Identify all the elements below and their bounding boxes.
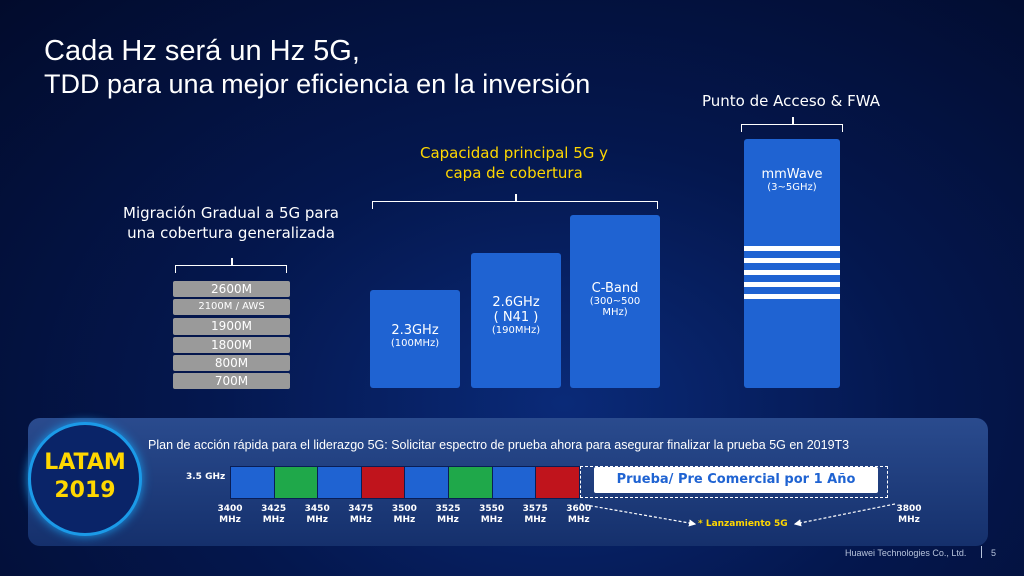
capacity-label-line2: capa de cobertura	[445, 164, 583, 182]
access-point-label: Punto de Acceso & FWA	[702, 92, 880, 110]
band-bar: 2100M / AWS	[173, 299, 290, 315]
freq-unit: MHz	[524, 515, 547, 525]
spectrum-cell	[491, 466, 537, 499]
badge-year: 2019	[54, 478, 116, 503]
mmwave-range: (3~5GHz)	[767, 182, 817, 193]
freq-tick: 3575 MHz	[515, 504, 555, 526]
mmwave-block: mmWave (3~5GHz)	[744, 139, 840, 388]
migration-brace	[175, 258, 287, 273]
freq-unit: MHz	[480, 515, 503, 525]
band-bar: 1800M	[173, 337, 290, 353]
mmwave-stripe	[744, 258, 840, 263]
freq-tick: 3500 MHz	[384, 504, 424, 526]
spectrum-cell	[448, 466, 493, 499]
freq-value: 3425	[261, 504, 287, 514]
footer-page-number: 5	[991, 548, 997, 558]
block-band-id: ( N41 )	[493, 310, 539, 325]
block-freq: C-Band	[591, 281, 639, 296]
freq-value: 3575	[522, 504, 548, 514]
spectrum-cell	[273, 466, 319, 499]
trial-dashed-box	[580, 466, 888, 498]
freq-tick: 3525 MHz	[428, 504, 468, 526]
badge-region: LATAM	[44, 450, 126, 475]
block-freq: 2.6GHz	[492, 295, 540, 310]
freq-value: 3600	[566, 504, 592, 514]
band-block-c-band: C-Band (300~500 MHz)	[570, 215, 660, 388]
spectrum-cell	[360, 466, 406, 499]
band-bar: 800M	[173, 355, 290, 371]
block-freq: 2.3GHz	[391, 323, 439, 338]
spectrum-cell	[404, 466, 449, 499]
freq-tick: 3475 MHz	[341, 504, 381, 526]
freq-unit: MHz	[306, 515, 329, 525]
freq-value: 3525	[435, 504, 461, 514]
access-brace	[741, 117, 843, 132]
migration-label-line2: una cobertura generalizada	[127, 224, 335, 242]
freq-tick-end: 3800 MHz	[889, 504, 929, 526]
freq-unit: MHz	[898, 515, 920, 525]
launch-arrows	[579, 503, 896, 527]
mmwave-stripe	[744, 246, 840, 251]
footer-divider	[981, 546, 982, 558]
freq-value: 3800	[896, 504, 922, 514]
freq-value: 3450	[304, 504, 330, 514]
freq-unit: MHz	[393, 515, 416, 525]
mmwave-stripe	[744, 282, 840, 287]
footer-company: Huawei Technologies Co., Ltd.	[845, 548, 967, 558]
band-bar: 700M	[173, 373, 290, 389]
block-bandwidth: (300~500	[589, 296, 641, 307]
spectrum-cell	[317, 466, 362, 499]
freq-unit: MHz	[262, 515, 285, 525]
action-plan-text: Plan de acción rápida para el liderazgo …	[148, 438, 850, 452]
band-block-2-3ghz: 2.3GHz (100MHz)	[370, 290, 460, 388]
freq-tick: 3450 MHz	[297, 504, 337, 526]
freq-value: 3400	[217, 504, 243, 514]
spectrum-cell	[535, 466, 580, 499]
latam-badge: LATAM 2019	[28, 422, 142, 536]
trial-label: Prueba/ Pre Comercial por 1 Año	[594, 467, 878, 493]
block-bandwidth: (100MHz)	[390, 338, 440, 349]
mmwave-stripe	[744, 294, 840, 299]
freq-tick: 3550 MHz	[472, 504, 512, 526]
band-block-2-6ghz: 2.6GHz ( N41 ) (190MHz)	[471, 253, 561, 388]
block-bandwidth: (190MHz)	[491, 325, 541, 336]
band-bar: 1900M	[173, 318, 290, 335]
mmwave-label: mmWave	[761, 167, 823, 182]
freq-tick: 3425 MHz	[254, 504, 294, 526]
freq-unit: MHz	[219, 515, 241, 525]
freq-value: 3550	[479, 504, 505, 514]
freq-value: 3500	[391, 504, 417, 514]
band-label: 3.5 GHz	[186, 472, 226, 482]
spectrum-cell	[230, 466, 275, 499]
launch-label: * Lanzamiento 5G	[698, 519, 788, 529]
block-bandwidth-unit: MHz)	[602, 307, 628, 318]
band-bar: 2600M	[173, 281, 290, 297]
freq-unit: MHz	[567, 515, 590, 525]
capacity-brace	[372, 194, 658, 209]
freq-tick: 3400 MHz	[210, 504, 250, 526]
freq-value: 3475	[348, 504, 374, 514]
capacity-label-line1: Capacidad principal 5G y	[419, 144, 609, 162]
slide-title-line1: Cada Hz será un Hz 5G,	[44, 35, 360, 67]
slide-title-line2: TDD para una mejor eficiencia en la inve…	[44, 69, 591, 99]
freq-unit: MHz	[349, 515, 372, 525]
mmwave-stripe	[744, 270, 840, 275]
freq-tick: 3600 MHz	[559, 504, 599, 526]
migration-label-line1: Migración Gradual a 5G para	[123, 204, 339, 222]
freq-unit: MHz	[437, 515, 459, 525]
